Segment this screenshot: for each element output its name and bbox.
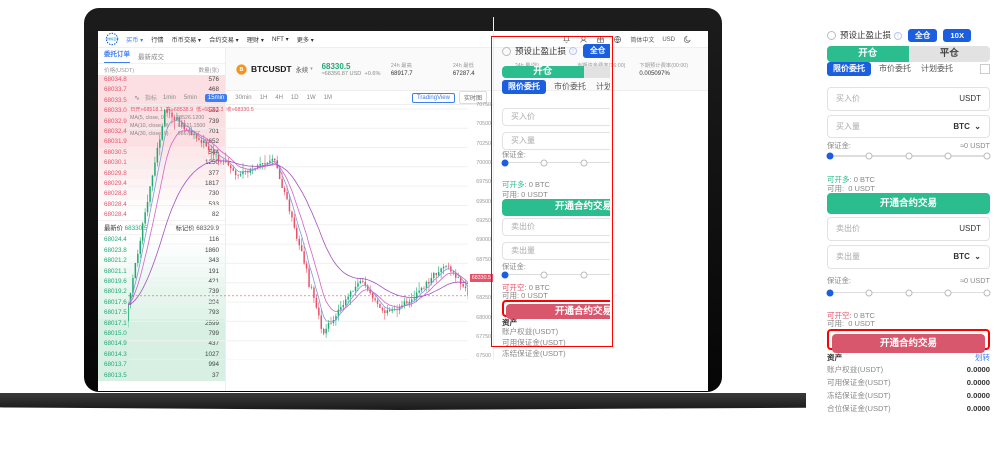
svg-text:B: B [240,67,244,73]
svg-text:HKD: HKD [107,37,116,42]
